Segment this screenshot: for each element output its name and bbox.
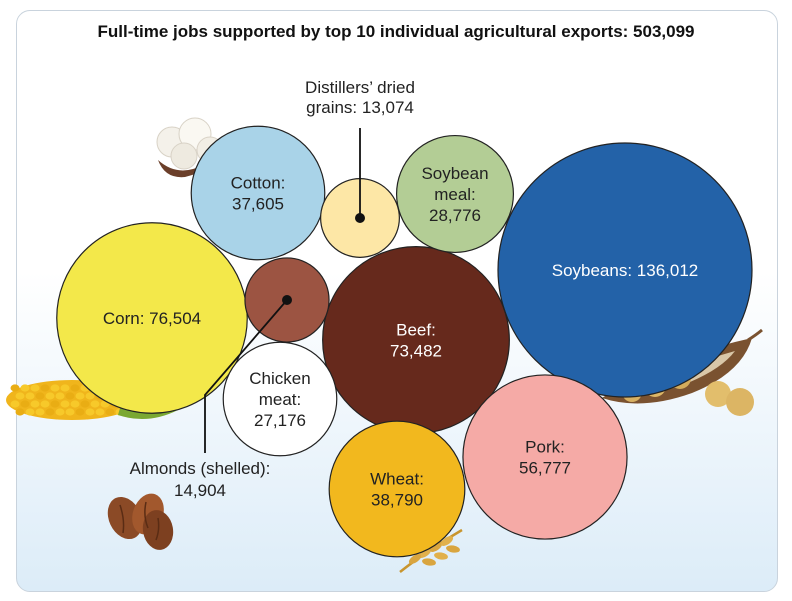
bubble-circle-soybeans <box>497 142 753 398</box>
bubble-soybean-meal: Soybean meal: 28,776 <box>395 134 515 254</box>
bubble-wheat: Wheat: 38,790 <box>328 420 466 558</box>
bubble-label-cotton: 37,605 <box>232 195 284 214</box>
callout-label-distillers-dried-grains: grains: 13,074 <box>306 98 414 117</box>
bubble-label-wheat: 38,790 <box>371 491 423 510</box>
callout-dot-almonds-shelled <box>282 295 292 305</box>
bubble-circle-soybean-meal <box>395 134 515 254</box>
bubble-pork: Pork: 56,777 <box>462 374 628 540</box>
bubble-label-chicken-meat: meat: <box>259 390 302 409</box>
bubble-corn: Corn: 76,504 <box>56 222 248 414</box>
bubble-label-beef: Beef: <box>396 321 436 340</box>
bubble-label-soybean-meal: meal: <box>434 185 476 204</box>
bubble-circle-wheat <box>328 420 466 558</box>
callout-label-almonds-shelled: 14,904 <box>174 481 226 500</box>
leader-line-almonds-shelled <box>204 299 288 453</box>
bubble-chicken-meat: Chicken meat: 27,176 <box>222 341 338 457</box>
bubble-label-soybean-meal: 28,776 <box>429 206 481 225</box>
callout-label-almonds-shelled: Almonds (shelled): <box>130 459 271 478</box>
bubble-soybeans: Soybeans: 136,012 <box>497 142 753 398</box>
bubble-label-pork: 56,777 <box>519 459 571 478</box>
bubble-circle-corn <box>56 222 248 414</box>
bubble-label-soybeans: Soybeans: 136,012 <box>552 261 699 280</box>
bubble-label-wheat: Wheat: <box>370 470 424 489</box>
bubble-circle-chicken-meat <box>222 341 338 457</box>
bubble-label-corn: Corn: 76,504 <box>103 309 201 328</box>
bubble-label-chicken-meat: 27,176 <box>254 411 306 430</box>
chart-title: Full-time jobs supported by top 10 indiv… <box>97 22 695 41</box>
bubble-label-chicken-meat: Chicken <box>249 369 310 388</box>
almond-icon <box>107 493 174 550</box>
callout-dot-distillers-dried-grains <box>355 213 365 223</box>
bubble-label-beef: 73,482 <box>390 342 442 361</box>
bubble-circle-pork <box>462 374 628 540</box>
bubble-cotton: Cotton: 37,605 <box>190 125 326 261</box>
wheat-ear-icon <box>399 528 463 573</box>
bubble-circle-cotton <box>190 125 326 261</box>
bubble-label-soybean-meal: Soybean <box>421 164 488 183</box>
bubble-label-pork: Pork: <box>525 438 565 457</box>
callout-label-distillers-dried-grains: Distillers’ dried <box>305 78 415 97</box>
callout-almonds-shelled: Almonds (shelled): 14,904 <box>130 295 292 500</box>
bubble-label-cotton: Cotton: <box>231 174 286 193</box>
